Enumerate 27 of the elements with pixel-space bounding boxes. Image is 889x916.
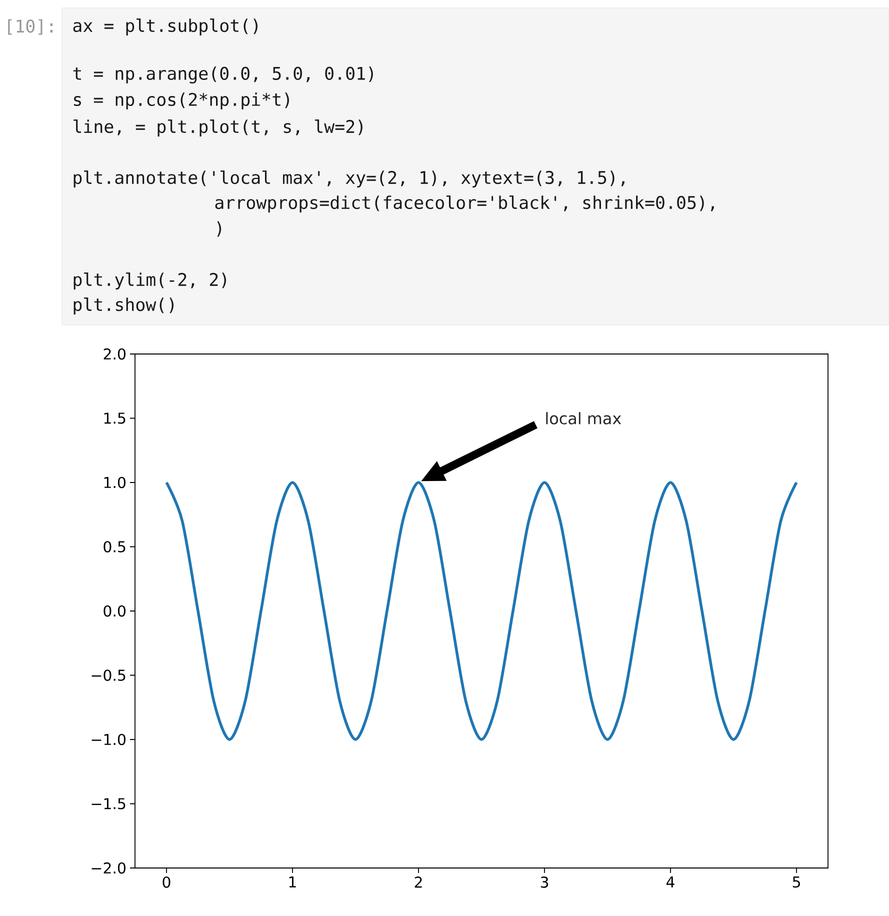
x-tick-label: 1 xyxy=(289,876,296,888)
x-tick-label: 4 xyxy=(666,876,674,888)
text: ax = plt.subplot() xyxy=(73,18,258,36)
y-tick-label: 0.5 xyxy=(104,541,126,552)
y-tick-label: −1.0 xyxy=(92,734,126,746)
y-tick-label: 1.5 xyxy=(104,412,126,424)
y-tick-label: 2.0 xyxy=(104,348,126,360)
text: t = np.arange(0.0, 5.0, 0.01) xyxy=(73,66,373,84)
line-series xyxy=(165,481,798,741)
text: plt.ylim(-2, 2) xyxy=(74,272,226,290)
text: arrowprops=dict(facecolor='black', shrink=0.05), xyxy=(215,196,714,212)
x-tick-label: 5 xyxy=(792,876,800,888)
text: s = np.cos(2*np.pi*t) xyxy=(74,92,289,110)
x-tick-label: 3 xyxy=(540,876,548,888)
y-tick-label: −1.5 xyxy=(92,798,126,810)
annotation: local max xyxy=(546,412,622,424)
text: line, = plt.plot(t, s, lw=2) xyxy=(74,120,362,136)
text: plt.annotate('local max', xy=(2, 1), xytext=(3, 1.5), xyxy=(74,170,624,188)
text: [10]: xyxy=(8,19,52,35)
text: plt.show() xyxy=(74,298,174,314)
y-tick-label: −2.0 xyxy=(92,862,126,874)
x-tick-label: 0 xyxy=(162,876,170,888)
y-tick-label: −0.5 xyxy=(92,670,126,681)
x-tick-label: 2 xyxy=(414,876,422,888)
y-tick-label: 0.0 xyxy=(104,605,126,617)
y-tick-label: 1.0 xyxy=(104,476,126,488)
text: ) xyxy=(217,221,222,237)
